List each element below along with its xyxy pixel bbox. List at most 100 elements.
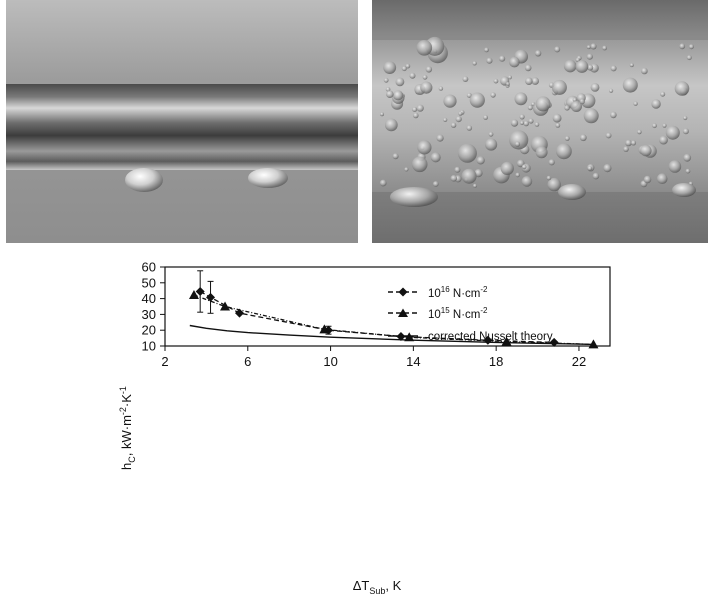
droplet: [455, 116, 462, 123]
droplet: [509, 130, 529, 150]
droplet: [656, 173, 668, 184]
droplet: [683, 115, 688, 121]
droplet: [509, 56, 520, 68]
data-point-triangle: [188, 289, 199, 299]
droplet: [443, 117, 448, 122]
droplet: [679, 43, 686, 50]
droplet: [379, 179, 387, 187]
droplet: [548, 159, 555, 166]
droplet: [630, 140, 637, 146]
x-tick-label: 18: [489, 354, 503, 369]
droplet: [586, 45, 591, 50]
x-tick-label: 14: [406, 354, 420, 369]
droplet: [660, 91, 666, 97]
data-point-triangle: [220, 301, 231, 311]
droplet: [662, 123, 667, 128]
droplet: [395, 77, 405, 87]
droplet: [386, 90, 394, 98]
droplet: [405, 63, 411, 69]
droplet: [483, 115, 488, 120]
droplet: [633, 101, 638, 106]
droplet: [484, 47, 489, 53]
droplet: [493, 78, 499, 84]
droplet: [602, 45, 607, 51]
droplet: [556, 143, 572, 160]
droplet: [488, 131, 494, 137]
droplet: [668, 160, 682, 173]
droplet: [623, 146, 629, 152]
legend-label-series-1: 1016 N·cm-2: [428, 285, 488, 300]
droplet: [485, 138, 498, 151]
droplet: [579, 134, 587, 142]
droplet: [425, 66, 433, 73]
data-point-diamond: [206, 292, 216, 302]
legend-marker-diamond: [398, 287, 408, 297]
droplet: [643, 175, 652, 184]
series-2-line: [193, 294, 594, 346]
y-tick-label: 50: [142, 275, 156, 290]
droplet: [622, 77, 638, 93]
droplet: [411, 156, 428, 173]
droplet: [570, 100, 582, 112]
droplet: [625, 139, 632, 147]
data-point-diamond: [195, 286, 205, 296]
droplet: [472, 61, 477, 66]
droplet: [554, 46, 561, 53]
data-point-triangle: [319, 324, 330, 334]
droplet: [587, 64, 594, 71]
droplet: [416, 40, 433, 56]
droplet: [564, 105, 570, 111]
droplet: [473, 183, 477, 188]
droplet: [610, 65, 617, 72]
droplet: [462, 76, 469, 82]
photo-few-droplets: [6, 0, 358, 243]
droplet: [659, 135, 668, 145]
droplet: [610, 111, 617, 119]
droplet: [392, 153, 399, 160]
droplet: [546, 175, 552, 181]
droplet: [469, 92, 485, 108]
series-3-line: [189, 324, 594, 346]
y-tick-label: 10: [142, 339, 156, 354]
droplet: [416, 104, 424, 112]
droplet: [564, 136, 570, 141]
droplet: [404, 167, 409, 172]
legend-marker-triangle: [398, 308, 408, 317]
droplet: [413, 112, 419, 119]
droplet: [519, 120, 525, 125]
droplet: [412, 107, 418, 112]
droplet: [521, 176, 533, 187]
droplet: [547, 177, 561, 192]
droplet: [490, 92, 496, 98]
droplet: [575, 60, 589, 73]
droplet: [422, 74, 428, 80]
droplet: [609, 88, 614, 93]
droplet: [686, 55, 692, 61]
droplet: [443, 94, 457, 108]
droplet: [519, 114, 525, 120]
droplet: [500, 161, 514, 175]
droplet: [458, 111, 463, 116]
droplet: [688, 44, 694, 50]
droplet: [450, 122, 457, 128]
droplet: [432, 181, 439, 187]
droplet: [651, 99, 661, 109]
droplet: [525, 77, 533, 85]
y-tick-label: 30: [142, 307, 156, 322]
droplet: [393, 90, 404, 101]
droplet: [380, 112, 384, 117]
droplet: [430, 152, 441, 163]
droplet: [665, 125, 680, 140]
droplet: [685, 168, 691, 174]
droplet: [510, 119, 519, 127]
data-point-diamond: [549, 337, 559, 347]
droplet: [486, 57, 493, 64]
x-tick-label: 10: [323, 354, 337, 369]
droplet: [683, 153, 692, 162]
droplet: [515, 172, 520, 178]
y-axis-label: hC, kW·m-2·K-1: [118, 386, 137, 470]
y-tick-label: 20: [142, 323, 156, 338]
droplet: [652, 123, 657, 129]
droplet: [523, 120, 529, 127]
